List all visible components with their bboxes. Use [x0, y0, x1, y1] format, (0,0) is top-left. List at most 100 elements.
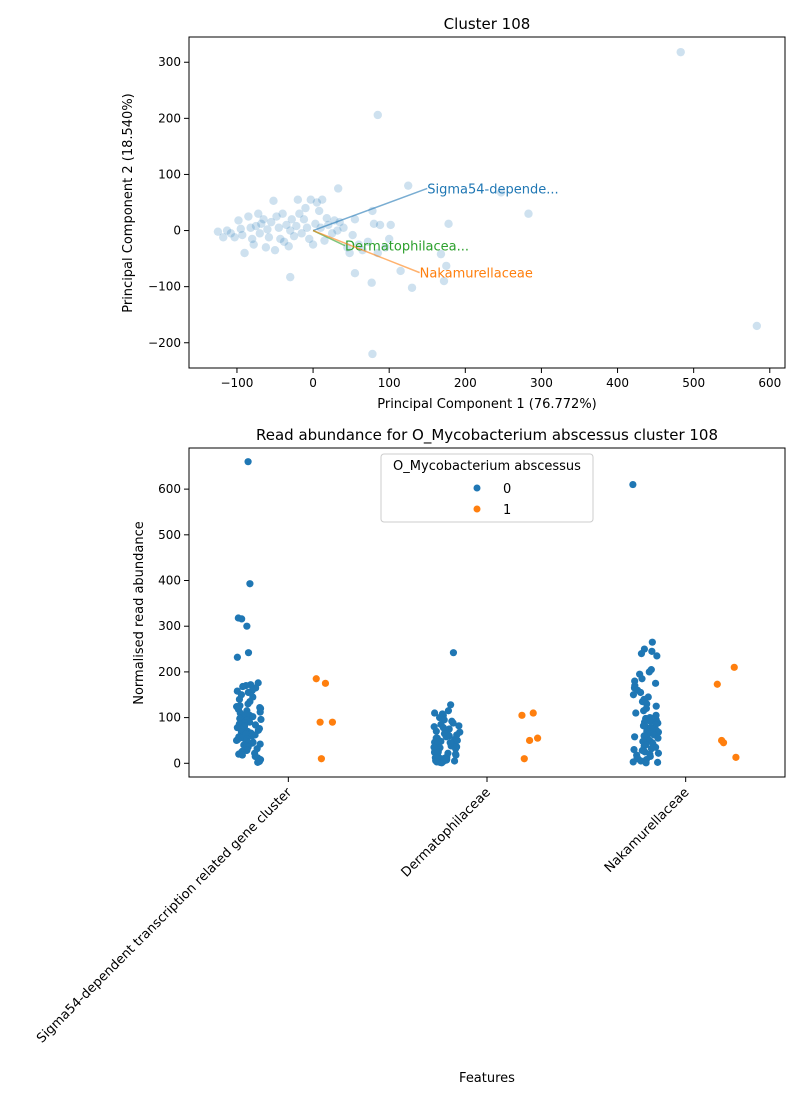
x-tick-label: 0	[309, 376, 317, 390]
pca-point	[322, 214, 331, 223]
loading-arrow	[312, 187, 428, 232]
pca-point	[234, 216, 243, 225]
legend-box	[380, 453, 594, 523]
strip-point	[636, 688, 645, 697]
pca-point	[308, 240, 318, 249]
strip-y-axis-label: Normalised read abundance	[132, 521, 147, 705]
pca-point	[436, 249, 446, 259]
strip-point	[637, 650, 646, 658]
pca-point	[274, 223, 284, 232]
legend-label-0: 0	[503, 482, 511, 497]
strip-point	[441, 754, 449, 762]
pca-point	[293, 195, 303, 204]
pca-point	[244, 212, 253, 221]
y-tick-label: 500	[158, 528, 181, 542]
pca-point	[299, 215, 309, 224]
legend-marker-0	[473, 484, 481, 492]
loading-label: Nakamurellaceae	[420, 267, 533, 282]
category-label: Dermatophilaceae	[399, 785, 494, 880]
strip-x-axis: Sigma54-dependent transcription related …	[34, 777, 692, 1046]
strip-point	[450, 757, 459, 765]
strip-point	[449, 719, 457, 727]
strip-point	[654, 734, 662, 742]
category-label: Nakamurellaceae	[602, 785, 693, 876]
strip-point	[447, 701, 455, 709]
pca-point	[345, 248, 354, 258]
pca-point	[292, 221, 301, 231]
strip-point	[529, 709, 537, 717]
pca-point	[369, 219, 379, 229]
strip-title: Read abundance for O_Mycobacterium absce…	[256, 426, 718, 445]
pca-point	[297, 229, 306, 238]
pca-point	[284, 242, 293, 251]
pca-point	[263, 225, 272, 234]
legend-marker-1	[473, 505, 481, 513]
pca-point	[333, 184, 343, 193]
pca-biplot-panel: Cluster 108 Sigma54-depende... Dermatophi…	[121, 15, 786, 412]
pca-point	[238, 230, 247, 240]
x-tick-label: 100	[378, 376, 401, 390]
y-tick-label: −100	[148, 280, 181, 294]
pca-point	[407, 283, 417, 292]
strip-point	[730, 663, 738, 671]
pca-point	[386, 220, 395, 230]
pca-point	[444, 219, 453, 229]
strip-point	[312, 675, 320, 683]
strip-point	[440, 729, 449, 738]
pca-point	[295, 209, 304, 218]
pca-point	[276, 234, 285, 244]
strip-point	[432, 727, 440, 735]
pca-point	[287, 215, 296, 224]
pca-point	[246, 223, 255, 232]
strip-point	[257, 715, 265, 724]
y-tick-label: 300	[158, 55, 181, 69]
pca-loadings: Sigma54-depende... Dermatophilacea... Naka…	[312, 182, 559, 282]
pca-point	[350, 215, 360, 224]
pca-point	[279, 237, 289, 246]
strip-point	[316, 718, 324, 726]
pca-point	[259, 215, 268, 224]
strip-point	[254, 758, 262, 766]
x-tick-label: 400	[606, 376, 629, 390]
strip-point	[732, 753, 740, 761]
pca-point	[282, 220, 291, 230]
strip-point	[648, 647, 656, 655]
x-tick-label: 200	[454, 376, 477, 390]
strip-x-axis-label: Features	[459, 1071, 515, 1086]
pca-point	[247, 234, 257, 244]
strip-legend: O_Mycobacterium abscessus 0 1	[380, 453, 594, 523]
strip-point	[244, 458, 252, 466]
pca-point	[219, 233, 228, 242]
pca-point	[301, 203, 310, 213]
pca-point	[363, 237, 373, 246]
pca-point	[354, 240, 363, 249]
pca-point	[264, 233, 274, 242]
y-tick-label: 100	[158, 167, 181, 181]
strip-point	[245, 718, 254, 726]
strip-point	[629, 691, 638, 699]
pca-point	[254, 209, 263, 218]
strip-point	[244, 700, 252, 708]
strip-point	[256, 708, 264, 716]
y-tick-label: 300	[158, 619, 181, 633]
strip-point	[249, 713, 257, 721]
x-tick-label: 600	[758, 376, 781, 390]
strip-point	[642, 759, 650, 767]
pca-point	[396, 266, 405, 276]
strip-point	[630, 745, 638, 754]
loading-arrow	[312, 229, 420, 274]
strip-point	[653, 652, 661, 660]
strip-point	[233, 653, 241, 661]
pca-point	[524, 209, 533, 218]
strip-point	[525, 736, 534, 745]
pca-point	[339, 223, 348, 232]
pca-point	[213, 227, 223, 236]
pca-point	[249, 240, 258, 249]
y-tick-label: 400	[158, 574, 181, 588]
pca-point	[404, 181, 413, 190]
pca-point	[230, 233, 239, 242]
pca-point	[251, 221, 261, 231]
strip-point	[432, 734, 440, 742]
y-tick-label: 600	[158, 482, 181, 496]
